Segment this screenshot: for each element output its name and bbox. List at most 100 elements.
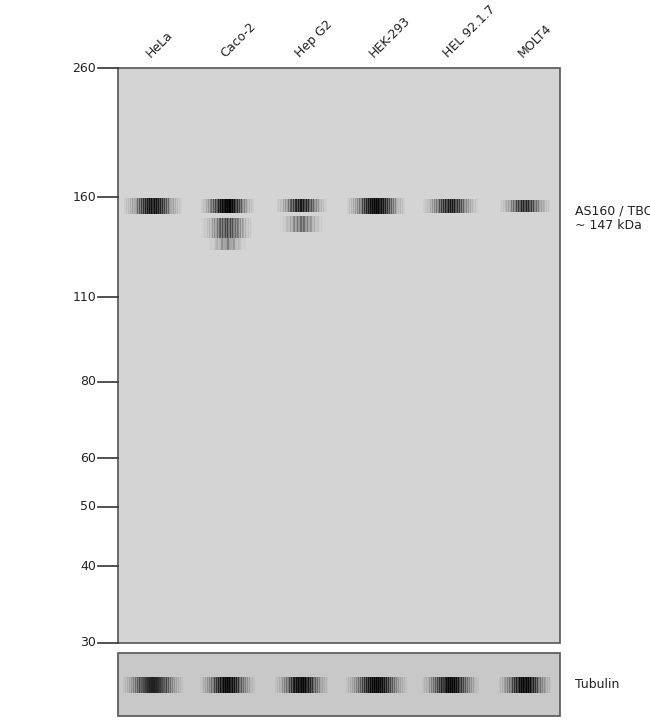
Bar (391, 198, 394, 214)
Bar (140, 676, 144, 692)
Bar (311, 215, 313, 232)
Bar (309, 215, 311, 232)
Bar (450, 676, 453, 692)
Bar (323, 199, 326, 213)
Bar (534, 199, 537, 212)
Bar (432, 676, 434, 692)
Bar (468, 199, 471, 213)
Bar (145, 198, 148, 214)
Bar (216, 238, 218, 250)
Bar (280, 215, 282, 232)
Bar (305, 676, 307, 692)
Bar (224, 238, 226, 250)
Bar (530, 199, 532, 212)
Bar (246, 199, 248, 213)
Bar (437, 199, 440, 213)
Bar (374, 198, 376, 214)
Bar (214, 218, 216, 238)
Bar (516, 676, 519, 692)
Bar (400, 676, 402, 692)
Bar (138, 676, 142, 692)
Bar (361, 198, 363, 214)
Bar (130, 198, 133, 214)
Bar (147, 198, 150, 214)
Bar (151, 676, 153, 692)
Bar (324, 676, 326, 692)
Bar (235, 238, 237, 250)
Bar (244, 238, 246, 250)
Bar (250, 218, 252, 238)
Bar (374, 676, 376, 692)
Bar (508, 199, 510, 212)
Bar (179, 198, 182, 214)
Bar (378, 198, 380, 214)
Bar (222, 238, 224, 250)
Bar (229, 199, 231, 213)
Bar (436, 199, 439, 213)
Bar (528, 676, 530, 692)
Bar (147, 676, 150, 692)
Bar (434, 199, 437, 213)
Bar (322, 676, 325, 692)
Bar (385, 198, 388, 214)
Bar (125, 676, 127, 692)
Bar (465, 676, 468, 692)
Bar (139, 198, 142, 214)
Bar (126, 198, 129, 214)
Bar (454, 676, 457, 692)
Bar (526, 199, 528, 212)
Bar (143, 198, 146, 214)
Bar (157, 676, 159, 692)
Bar (435, 676, 438, 692)
Bar (149, 676, 151, 692)
Bar (176, 676, 179, 692)
Bar (128, 198, 131, 214)
Bar (233, 238, 235, 250)
Bar (425, 199, 428, 213)
Bar (350, 676, 353, 692)
Bar (448, 676, 451, 692)
Bar (519, 676, 522, 692)
Bar (251, 199, 254, 213)
Bar (221, 238, 223, 250)
Bar (317, 199, 318, 213)
Bar (236, 676, 239, 692)
Bar (287, 676, 290, 692)
Bar (525, 199, 527, 212)
Bar (536, 199, 539, 212)
Bar (172, 198, 174, 214)
Bar (201, 199, 203, 213)
Bar (149, 198, 151, 214)
Bar (230, 218, 233, 238)
Bar (306, 199, 309, 213)
Bar (303, 199, 306, 213)
Bar (382, 198, 384, 214)
Bar (220, 676, 222, 692)
Bar (237, 238, 239, 250)
Bar (538, 676, 541, 692)
Bar (314, 215, 316, 232)
Bar (434, 676, 436, 692)
Bar (277, 199, 279, 213)
Bar (540, 199, 542, 212)
Text: 50: 50 (80, 500, 96, 513)
Bar (398, 676, 400, 692)
Bar (424, 676, 426, 692)
Bar (292, 215, 294, 232)
Text: Tubulin: Tubulin (575, 678, 619, 691)
Bar (384, 198, 386, 214)
Bar (382, 676, 385, 692)
Bar (200, 676, 202, 692)
Bar (315, 676, 318, 692)
Bar (224, 199, 226, 213)
Bar (546, 199, 549, 212)
Bar (476, 676, 479, 692)
Bar (247, 218, 249, 238)
Bar (291, 199, 294, 213)
Text: 110: 110 (72, 290, 96, 304)
Bar (227, 199, 229, 213)
Bar (216, 199, 219, 213)
Bar (170, 676, 174, 692)
Bar (523, 199, 525, 212)
Bar (289, 215, 291, 232)
